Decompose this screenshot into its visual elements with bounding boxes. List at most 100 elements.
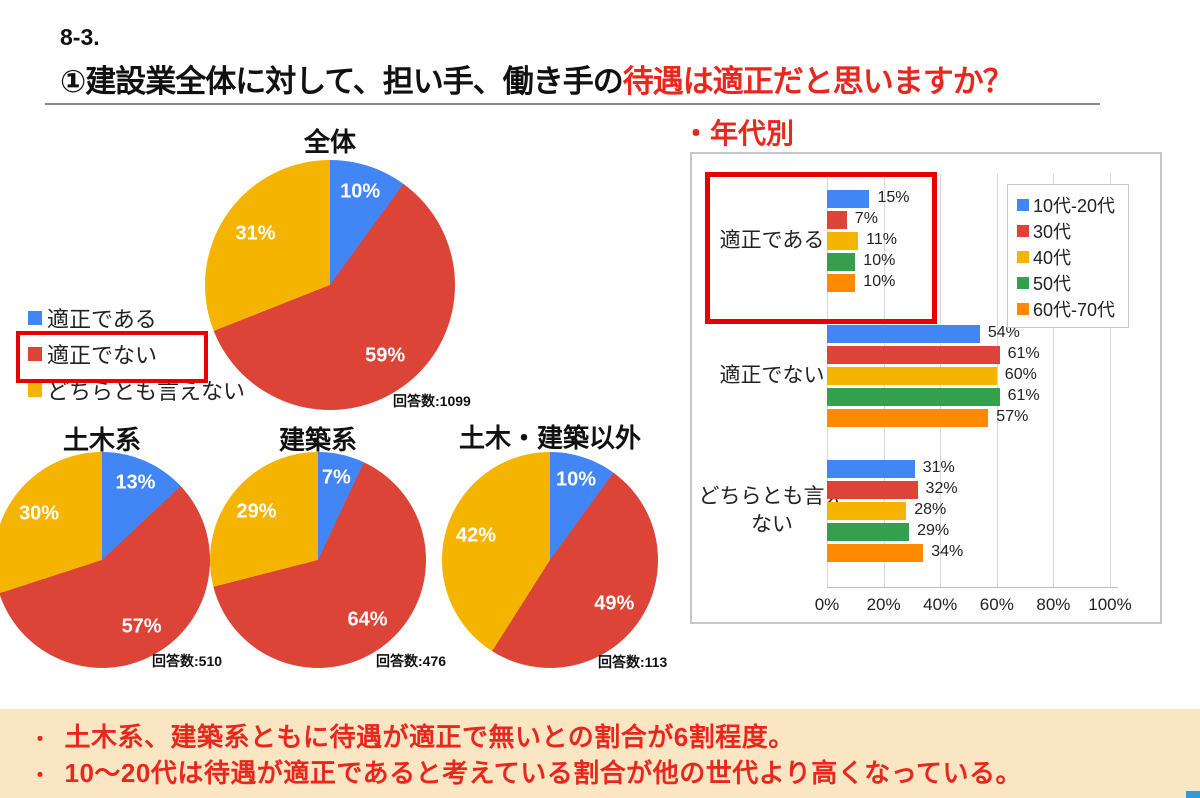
bar-どちらとも言えない-60代-70代: [827, 544, 924, 562]
summary-band: ・土木系、建築系ともに待遇が適正で無いとの割合が6割程度。 ・ 10〜20代は待遇…: [0, 709, 1200, 798]
bar-value-label: 61%: [1007, 345, 1040, 362]
bar-value-label: 10%: [863, 252, 896, 269]
x-axis-tick-label: 60%: [979, 595, 1014, 614]
x-axis-tick-label: 80%: [1036, 595, 1071, 614]
pie-3-value-label: 10%: [556, 468, 597, 491]
age-legend-item-10代-20代: 10代-20代: [1017, 192, 1128, 218]
bar-適正でない-10代-20代: [827, 325, 980, 343]
pie-2: [210, 452, 426, 668]
pie-2-value-label: 64%: [347, 608, 388, 631]
legend-swatch-icon: [1017, 251, 1029, 263]
age-legend-label: 10代-20代: [1033, 196, 1116, 216]
bar-どちらとも言えない-40代: [827, 502, 907, 520]
pie-1-value-label: 13%: [115, 471, 156, 494]
pie-0: [205, 160, 455, 410]
bar-適正である-40代: [827, 232, 859, 250]
x-axis-tick-label: 0%: [814, 595, 840, 614]
bar-どちらとも言えない-30代: [827, 481, 918, 499]
red-swatch-icon: [28, 347, 42, 361]
pie-1-value-label: 30%: [19, 502, 60, 525]
legend-swatch-icon: [1017, 225, 1029, 237]
summary-text-2: 10〜20代は待遇が適正であると考えている割合が他の世代より高くなっている。: [64, 758, 1022, 788]
page-title: ①建設業全体に対して、担い手、働き手の待遇は適正だと思いますか？: [60, 56, 1014, 101]
respondents-label: 回答数:476: [376, 653, 447, 669]
bar-value-label: 7%: [854, 210, 878, 227]
slide-number: 8-3.: [60, 24, 100, 50]
legend-highlight-box: [16, 331, 208, 383]
bar-value-label: 61%: [1007, 387, 1040, 404]
x-axis-tick-label: 20%: [866, 595, 901, 614]
x-axis-tick-label: 100%: [1088, 595, 1132, 614]
yellow-swatch-icon: [28, 383, 42, 397]
pie-3-value-label: 42%: [456, 524, 497, 547]
pie-title-3: 土木・建築以外: [458, 423, 642, 453]
bar-value-label: 29%: [917, 522, 950, 539]
pie-title-0: 全体: [303, 127, 357, 157]
bar-適正でない-60代-70代: [827, 409, 989, 427]
age-legend-item-60代-70代: 60代-70代: [1017, 296, 1128, 322]
bar-適正である-60代-70代: [827, 274, 856, 292]
age-legend-item-50代: 50代: [1017, 270, 1128, 296]
summary-bullet-1: ・土木系、建築系ともに待遇が適正で無いとの割合が6割程度。: [30, 717, 795, 754]
legend-item-tekisei-dearu: 適正である: [28, 305, 245, 332]
bar-value-label: 15%: [877, 189, 910, 206]
title-underline: [45, 103, 1100, 105]
page-title-red-emphasis: 待遇は適正だと思いますか？: [622, 64, 1014, 99]
bar-適正でない-30代: [827, 346, 1000, 364]
bar-value-label: 57%: [996, 408, 1029, 425]
age-bar-chart: 0% 20% 40% 60% 80% 100% 適正である 15% 7% 11% 10% 10% 適正で…: [690, 152, 1162, 624]
bar-value-label: 32%: [925, 480, 958, 497]
bullet-marker: ・: [30, 765, 51, 787]
bullet-marker: ・: [30, 729, 51, 751]
corner-accent: [1186, 791, 1200, 798]
bar-value-label: 31%: [922, 459, 955, 476]
age-legend-item-30代: 30代: [1017, 218, 1128, 244]
pie-2-value-label: 7%: [321, 466, 351, 489]
bar-highlight-box: [705, 172, 937, 324]
bar-適正である-30代: [827, 211, 847, 229]
legend-swatch-icon: [1017, 303, 1029, 315]
age-legend: 10代-20代 30代 40代 50代 60代-70代: [1007, 184, 1129, 328]
pie-3: [442, 452, 658, 668]
legend-label: 適正でない: [47, 343, 158, 368]
x-axis-line: [827, 587, 1118, 588]
legend-item-tekisei-denai: 適正でない: [28, 341, 245, 368]
legend-swatch-icon: [1017, 277, 1029, 289]
pie-legend: 適正である 適正でない どちらとも言えない: [28, 305, 245, 413]
bar-どちらとも言えない-10代-20代: [827, 460, 915, 478]
bar-value-label: 11%: [866, 231, 897, 248]
legend-item-dochiratomo: どちらとも言えない: [28, 377, 246, 404]
gridline: [1110, 174, 1111, 587]
age-legend-item-40代: 40代: [1017, 244, 1128, 270]
bar-value-label: 34%: [931, 543, 964, 560]
legend-label: どちらとも言えない: [47, 379, 246, 404]
bar-適正でない-50代: [827, 388, 1000, 406]
pie-1: [0, 452, 210, 668]
age-chart-title: ・年代別: [682, 118, 795, 149]
respondents-label: 回答数:113: [598, 654, 668, 670]
legend-label: 適正である: [47, 307, 157, 332]
category-label-1: 適正でない: [719, 364, 825, 387]
age-legend-label: 50代: [1033, 274, 1072, 294]
bar-適正である-50代: [827, 253, 856, 271]
summary-bullet-2: ・ 10〜20代は待遇が適正であると考えている割合が他の世代より高くなっている。: [30, 753, 1022, 790]
summary-text-1: 土木系、建築系ともに待遇が適正で無いとの割合が6割程度。: [64, 722, 795, 752]
x-axis-tick-label: 40%: [923, 595, 958, 614]
bar-適正でない-40代: [827, 367, 997, 385]
respondents-label: 回答数:1099: [393, 393, 471, 409]
pie-0-value-label: 10%: [340, 180, 381, 203]
pie-2-value-label: 29%: [236, 500, 277, 523]
pie-0-value-label: 31%: [235, 222, 276, 245]
pie-0-value-label: 59%: [365, 344, 406, 367]
category-label-2: どちらとも言えない: [698, 485, 846, 536]
legend-swatch-icon: [1017, 199, 1029, 211]
pie-title-2: 建築系: [278, 425, 358, 455]
category-label-0: 適正である: [719, 229, 825, 252]
bar-value-label: 10%: [863, 273, 896, 290]
pie-title-1: 土木系: [62, 425, 142, 455]
gridline: [1053, 174, 1055, 587]
pie-1-value-label: 57%: [121, 615, 162, 638]
bar-value-label: 28%: [914, 501, 947, 518]
age-legend-label: 30代: [1033, 222, 1072, 242]
